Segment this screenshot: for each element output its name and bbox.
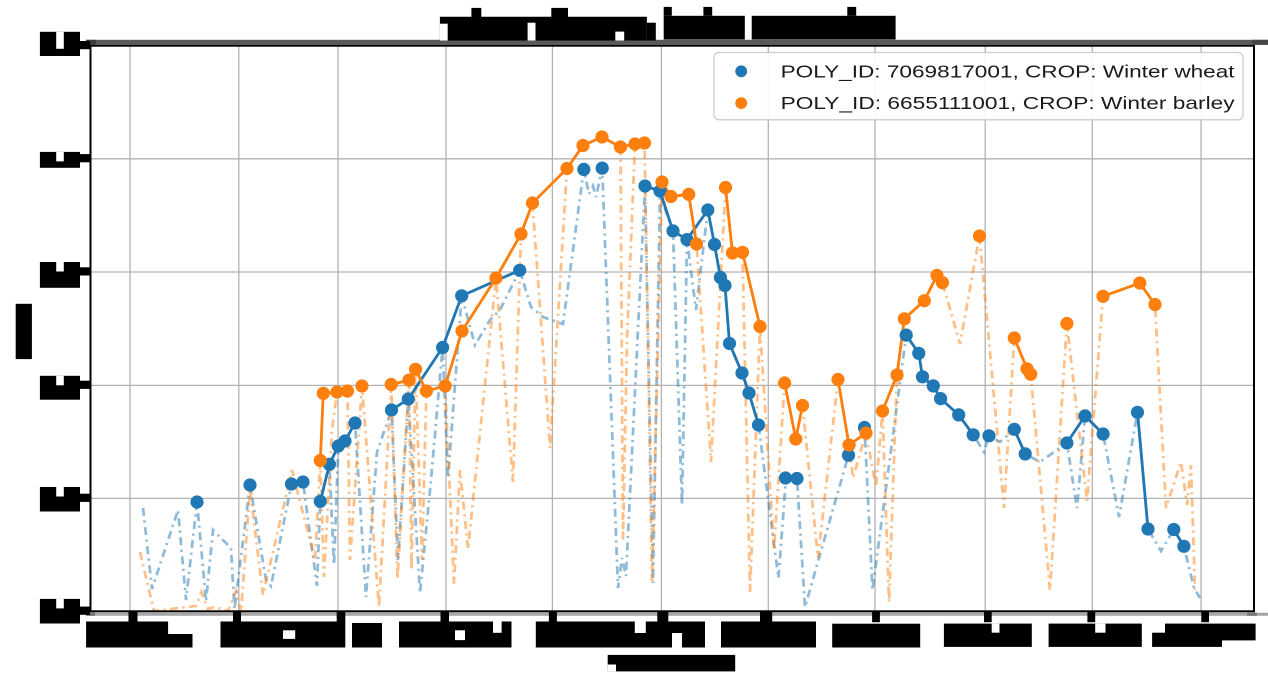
svg-text:POLY_ID: 6655111001, CROP: Win: POLY_ID: 6655111001, CROP: Winter barley [781,93,1236,113]
svg-text:POLY_ID: 7069817001, CROP: Win: POLY_ID: 7069817001, CROP: Winter wheat [781,61,1235,81]
